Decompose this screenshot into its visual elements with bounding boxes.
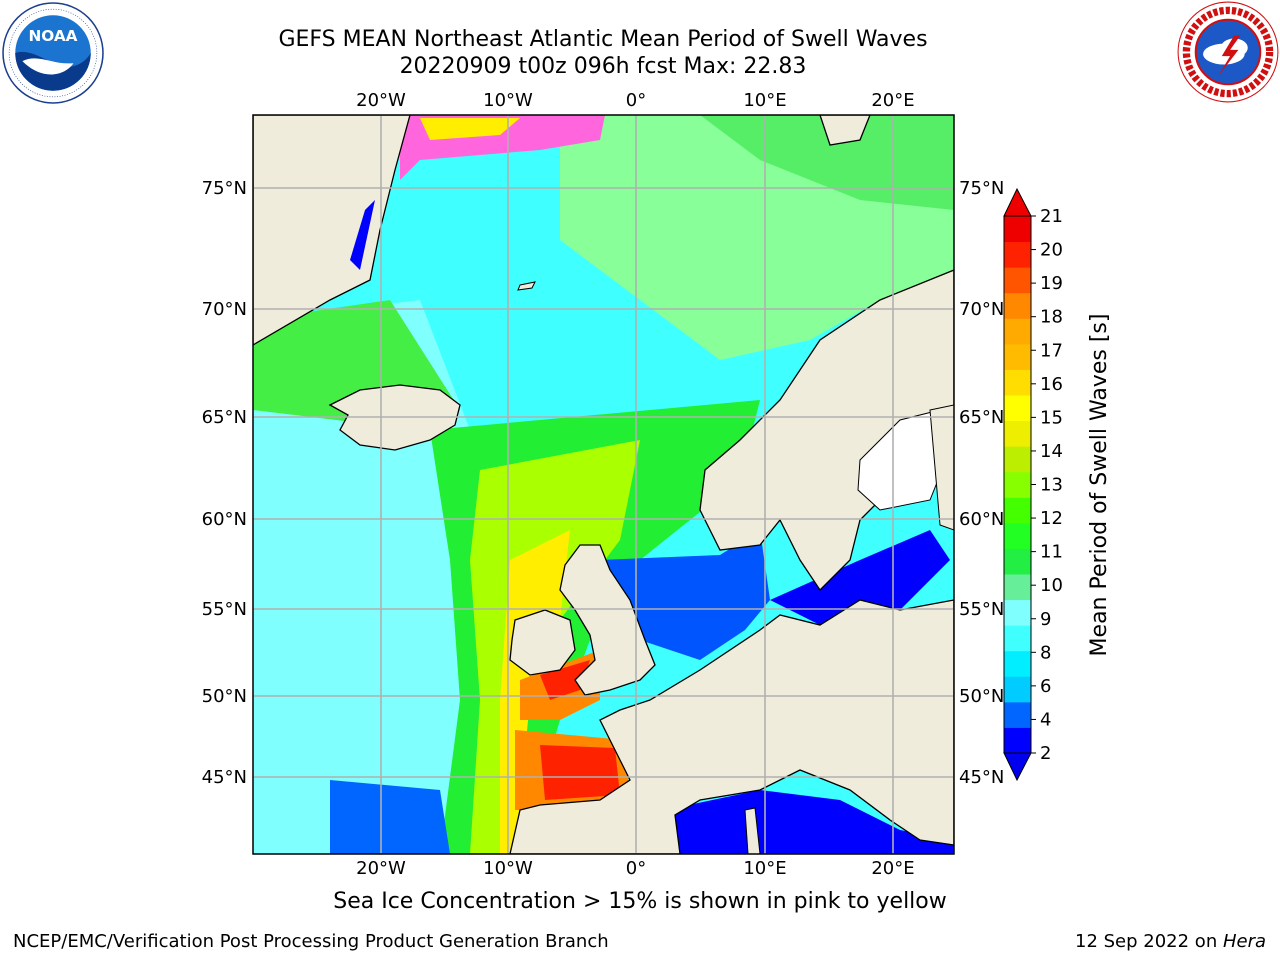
colorbar-segment (1004, 471, 1031, 498)
lon-label-top: 10°E (743, 90, 786, 111)
swell-field-barents (700, 115, 954, 210)
colorbar: 21 20 19 18 17 16 15 14 13 12 11 10 9 8 6 4 2 Mean Perio… (1003, 187, 1112, 782)
colorbar-segment (1004, 241, 1031, 268)
lat-label-right: 75°N (959, 178, 1004, 199)
colorbar-segment (1004, 650, 1031, 677)
colorbar-segment (1004, 343, 1031, 370)
colorbar-tick-label: 8 (1040, 642, 1051, 663)
map-frame (252, 114, 955, 855)
svalbard-land (819, 115, 871, 146)
lat-label-left: 55°N (202, 599, 247, 620)
colorbar-tick-label: 2 (1040, 743, 1051, 764)
colorbar-under-arrow (1003, 752, 1032, 782)
colorbar-tick-label: 15 (1040, 407, 1063, 428)
colorbar-segment (1004, 395, 1031, 422)
lat-label-right: 70°N (959, 299, 1004, 320)
finland-land (929, 404, 954, 531)
lat-label-right: 55°N (959, 599, 1004, 620)
colorbar-label: Mean Period of Swell Waves [s] (1087, 314, 1112, 657)
colorbar-segment (1004, 574, 1031, 601)
colorbar-tick-label: 11 (1040, 542, 1063, 563)
date-host: Hera (1222, 931, 1266, 952)
colorbar-over-arrow (1003, 187, 1032, 217)
nws-logo-icon (1177, 1, 1279, 103)
colorbar-segment (1004, 216, 1031, 243)
lat-label-right: 60°N (959, 509, 1004, 530)
colorbar-segment (1004, 625, 1031, 652)
colorbar-tick-label: 19 (1040, 273, 1063, 294)
colorbar-segment (1004, 676, 1031, 703)
lat-label-right: 45°N (959, 767, 1004, 788)
swell-field-azores-blue (330, 780, 450, 854)
swell-field-celtic-red (540, 660, 590, 700)
sea-ice-core (420, 118, 520, 140)
lat-label-right: 50°N (959, 686, 1004, 707)
ireland-land (509, 609, 576, 676)
swell-field-mediterranean (660, 790, 954, 854)
colorbar-tick-label: 6 (1040, 676, 1051, 697)
lon-label-top: 20°W (356, 90, 406, 111)
lon-label-top: 20°E (871, 90, 914, 111)
continental-europe-land (509, 599, 954, 854)
colorbar-tick-label: 4 (1040, 709, 1051, 730)
graticule (253, 115, 954, 854)
colorbar-tick-label: 18 (1040, 307, 1063, 328)
colorbar-tick-label: 12 (1040, 508, 1063, 529)
colorbar-segment (1004, 548, 1031, 575)
sea-ice-caption: Sea Ice Concentration > 15% is shown in … (333, 889, 947, 914)
colorbar-segment (1004, 701, 1031, 728)
colorbar-segment (1004, 369, 1031, 396)
colorbar-tick-label: 10 (1040, 575, 1063, 596)
colorbar-segment (1004, 446, 1031, 473)
colorbar-tick-label: 21 (1040, 206, 1063, 227)
jan-mayen-land (517, 281, 536, 291)
date-prefix: 12 Sep 2022 on (1075, 931, 1223, 952)
lon-label-top: 10°W (483, 90, 533, 111)
greenland-land (253, 115, 411, 346)
colorbar-segment (1004, 420, 1031, 447)
colorbar-segment (1004, 267, 1031, 294)
great-britain-land (559, 544, 656, 696)
colorbar-tick-label: 17 (1040, 340, 1063, 361)
noaa-logo-icon: NOAA (2, 2, 104, 104)
colorbar-segment (1004, 599, 1031, 626)
lon-label-bottom: 20°W (356, 858, 406, 879)
svg-text:NOAA: NOAA (28, 27, 77, 45)
lat-label-left: 60°N (202, 509, 247, 530)
lon-label-bottom: 20°E (871, 858, 914, 879)
swell-field-biscay-red (540, 745, 620, 800)
chart-title: GEFS MEAN Northeast Atlantic Mean Period… (278, 27, 928, 52)
chart-subtitle: 20220909 t00z 096h fcst Max: 22.83 (399, 54, 807, 79)
credit-text: NCEP/EMC/Verification Post Processing Pr… (13, 931, 609, 952)
colorbar-tick-label: 9 (1040, 609, 1051, 630)
lat-label-left: 65°N (202, 407, 247, 428)
lon-label-bottom: 10°W (483, 858, 533, 879)
swell-field-baltic (770, 530, 950, 625)
colorbar-tick-label: 13 (1040, 475, 1063, 496)
lat-label-right: 65°N (959, 407, 1004, 428)
greenland-coast-ice (350, 200, 375, 270)
lat-label-left: 45°N (202, 767, 247, 788)
lon-label-top: 0° (626, 90, 646, 111)
colorbar-segment (1004, 292, 1031, 319)
colorbar-segment (1004, 727, 1031, 754)
date-text: 12 Sep 2022 on Hera (1075, 931, 1266, 952)
lat-label-left: 75°N (202, 178, 247, 199)
colorbar-tick-label: 20 (1040, 240, 1063, 261)
lon-label-bottom: 0° (626, 858, 646, 879)
colorbar-tick-label: 16 (1040, 374, 1063, 395)
swell-field-north-sea (600, 530, 770, 660)
colorbar-segment (1004, 318, 1031, 345)
colorbar-segment (1004, 497, 1031, 524)
lat-label-left: 70°N (202, 299, 247, 320)
lat-label-left: 50°N (202, 686, 247, 707)
corsica-sardinia-land (744, 807, 761, 854)
colorbar-segment (1004, 522, 1031, 549)
lon-label-bottom: 10°E (743, 858, 786, 879)
colorbar-tick-label: 14 (1040, 441, 1063, 462)
